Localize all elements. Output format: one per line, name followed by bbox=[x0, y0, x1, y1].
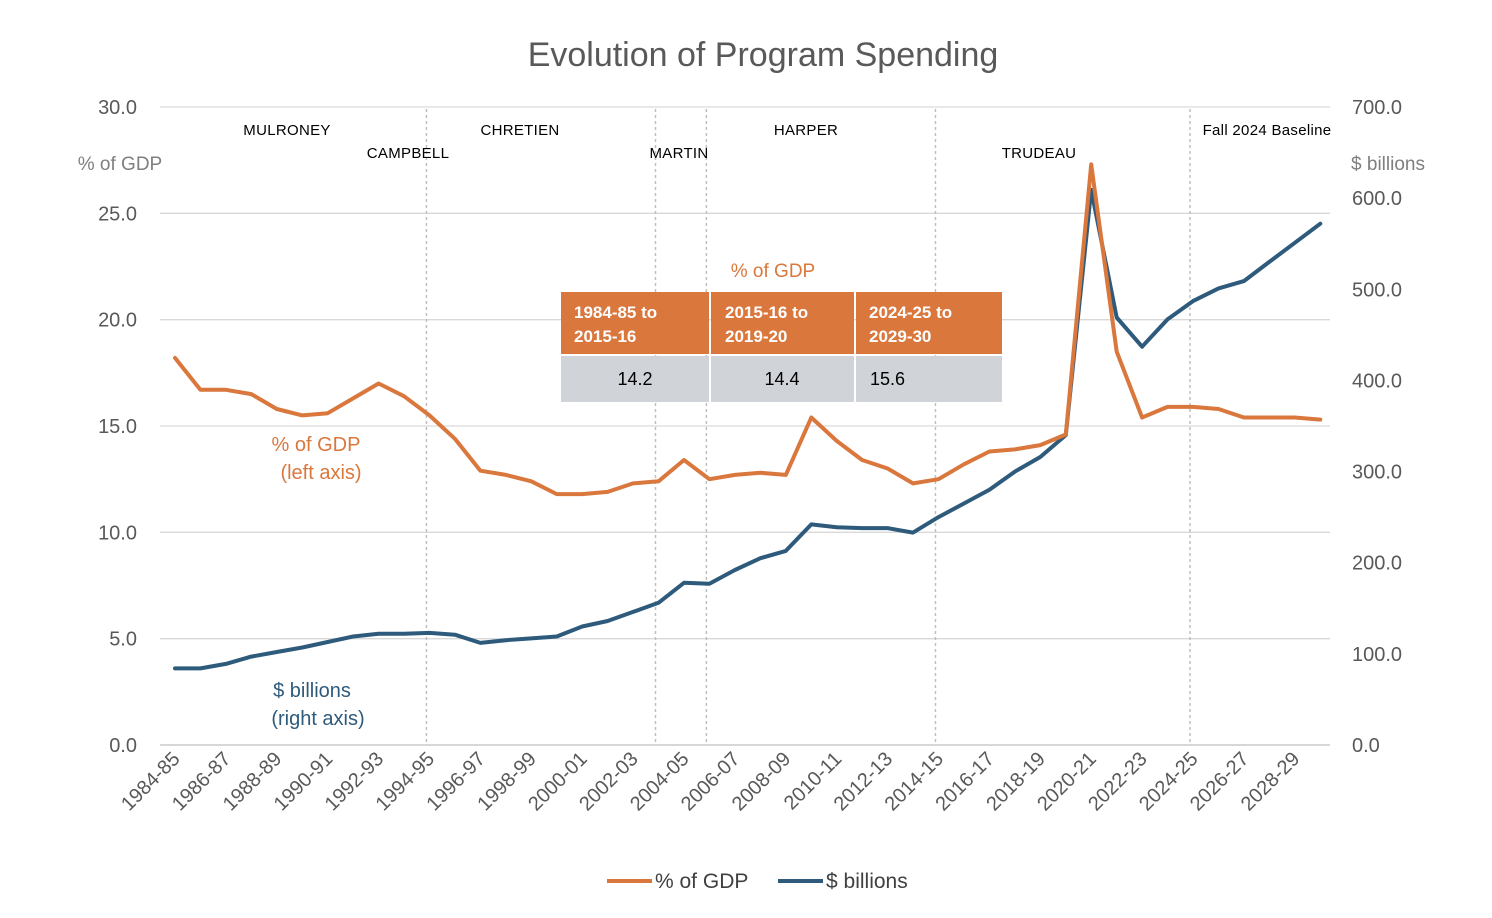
left-tick-label: 30.0 bbox=[98, 97, 137, 119]
gdp-series-annotation-line2: (left axis) bbox=[280, 462, 361, 484]
legend-label-gdp: % of GDP bbox=[655, 870, 748, 893]
summary-header-1-line2: 2015-16 bbox=[574, 327, 636, 346]
legend: % of GDP $ billions bbox=[607, 870, 908, 893]
era-label-harper: HARPER bbox=[774, 122, 838, 139]
series-line-billions bbox=[173, 187, 1323, 671]
summary-header-cell-2 bbox=[711, 292, 854, 354]
billions-series-annotation-line2: (right axis) bbox=[271, 708, 364, 730]
left-axis-unit-label: % of GDP bbox=[78, 154, 162, 175]
summary-header-cell-3 bbox=[856, 292, 1002, 354]
right-tick-label: 500.0 bbox=[1352, 279, 1402, 301]
summary-header-3-line2: 2029-30 bbox=[869, 327, 931, 346]
left-tick-label: 25.0 bbox=[98, 203, 137, 225]
right-axis-unit-label: $ billions bbox=[1351, 154, 1425, 175]
summary-header-2-line2: 2019-20 bbox=[725, 327, 787, 346]
right-tick-label: 400.0 bbox=[1352, 370, 1402, 392]
era-label-trudeau: TRUDEAU bbox=[1002, 145, 1077, 162]
summary-value-3: 15.6 bbox=[870, 369, 905, 389]
left-tick-label: 20.0 bbox=[98, 310, 137, 332]
era-label-martin: MARTIN bbox=[649, 145, 708, 162]
right-tick-label: 300.0 bbox=[1352, 462, 1402, 484]
era-dividers bbox=[425, 109, 1191, 745]
billions-series-annotation-line1: $ billions bbox=[273, 680, 351, 702]
summary-value-cell-3 bbox=[856, 356, 1002, 402]
right-tick-label: 200.0 bbox=[1352, 553, 1402, 575]
right-axis-ticks: 0.0 100.0 200.0 300.0 400.0 500.0 600.0 700.0 bbox=[1352, 97, 1402, 757]
summary-value-cell-1 bbox=[561, 356, 709, 402]
gridlines bbox=[160, 106, 1330, 746]
series-line-gdp bbox=[173, 162, 1323, 497]
x-axis-ticks: 1984-851986-871988-891990-911992-931994-… bbox=[117, 748, 1304, 815]
summary-header-cell-1 bbox=[561, 292, 709, 354]
era-label-mulroney: MULRONEY bbox=[243, 122, 330, 139]
left-tick-label: 5.0 bbox=[109, 629, 137, 651]
era-label-campbell: CAMPBELL bbox=[367, 145, 449, 162]
left-tick-label: 15.0 bbox=[98, 416, 137, 438]
summary-value-1: 14.2 bbox=[617, 369, 652, 389]
right-tick-label: 0.0 bbox=[1352, 735, 1380, 757]
summary-table-title: % of GDP bbox=[731, 261, 815, 282]
summary-header-2-line1: 2015-16 to bbox=[725, 303, 808, 322]
chart-title: Evolution of Program Spending bbox=[528, 36, 999, 74]
summary-header-3-line1: 2024-25 to bbox=[869, 303, 952, 322]
summary-value-cell-2 bbox=[711, 356, 854, 402]
right-tick-label: 100.0 bbox=[1352, 644, 1402, 666]
summary-table: % of GDP 1984-85 to 2015-16 2015-16 to 2… bbox=[561, 261, 1002, 402]
right-tick-label: 700.0 bbox=[1352, 97, 1402, 119]
series-lines bbox=[173, 162, 1323, 671]
legend-label-billions: $ billions bbox=[826, 870, 908, 893]
left-axis-ticks: 0.0 5.0 10.0 15.0 20.0 25.0 30.0 bbox=[98, 97, 137, 757]
summary-value-2: 14.4 bbox=[764, 369, 799, 389]
era-label-chretien: CHRETIEN bbox=[480, 122, 559, 139]
left-tick-label: 0.0 bbox=[109, 735, 137, 757]
left-tick-label: 10.0 bbox=[98, 522, 137, 544]
gdp-series-annotation-line1: % of GDP bbox=[272, 434, 361, 456]
right-tick-label: 600.0 bbox=[1352, 188, 1402, 210]
era-label-baseline: Fall 2024 Baseline bbox=[1203, 122, 1332, 139]
summary-header-1-line1: 1984-85 to bbox=[574, 303, 657, 322]
